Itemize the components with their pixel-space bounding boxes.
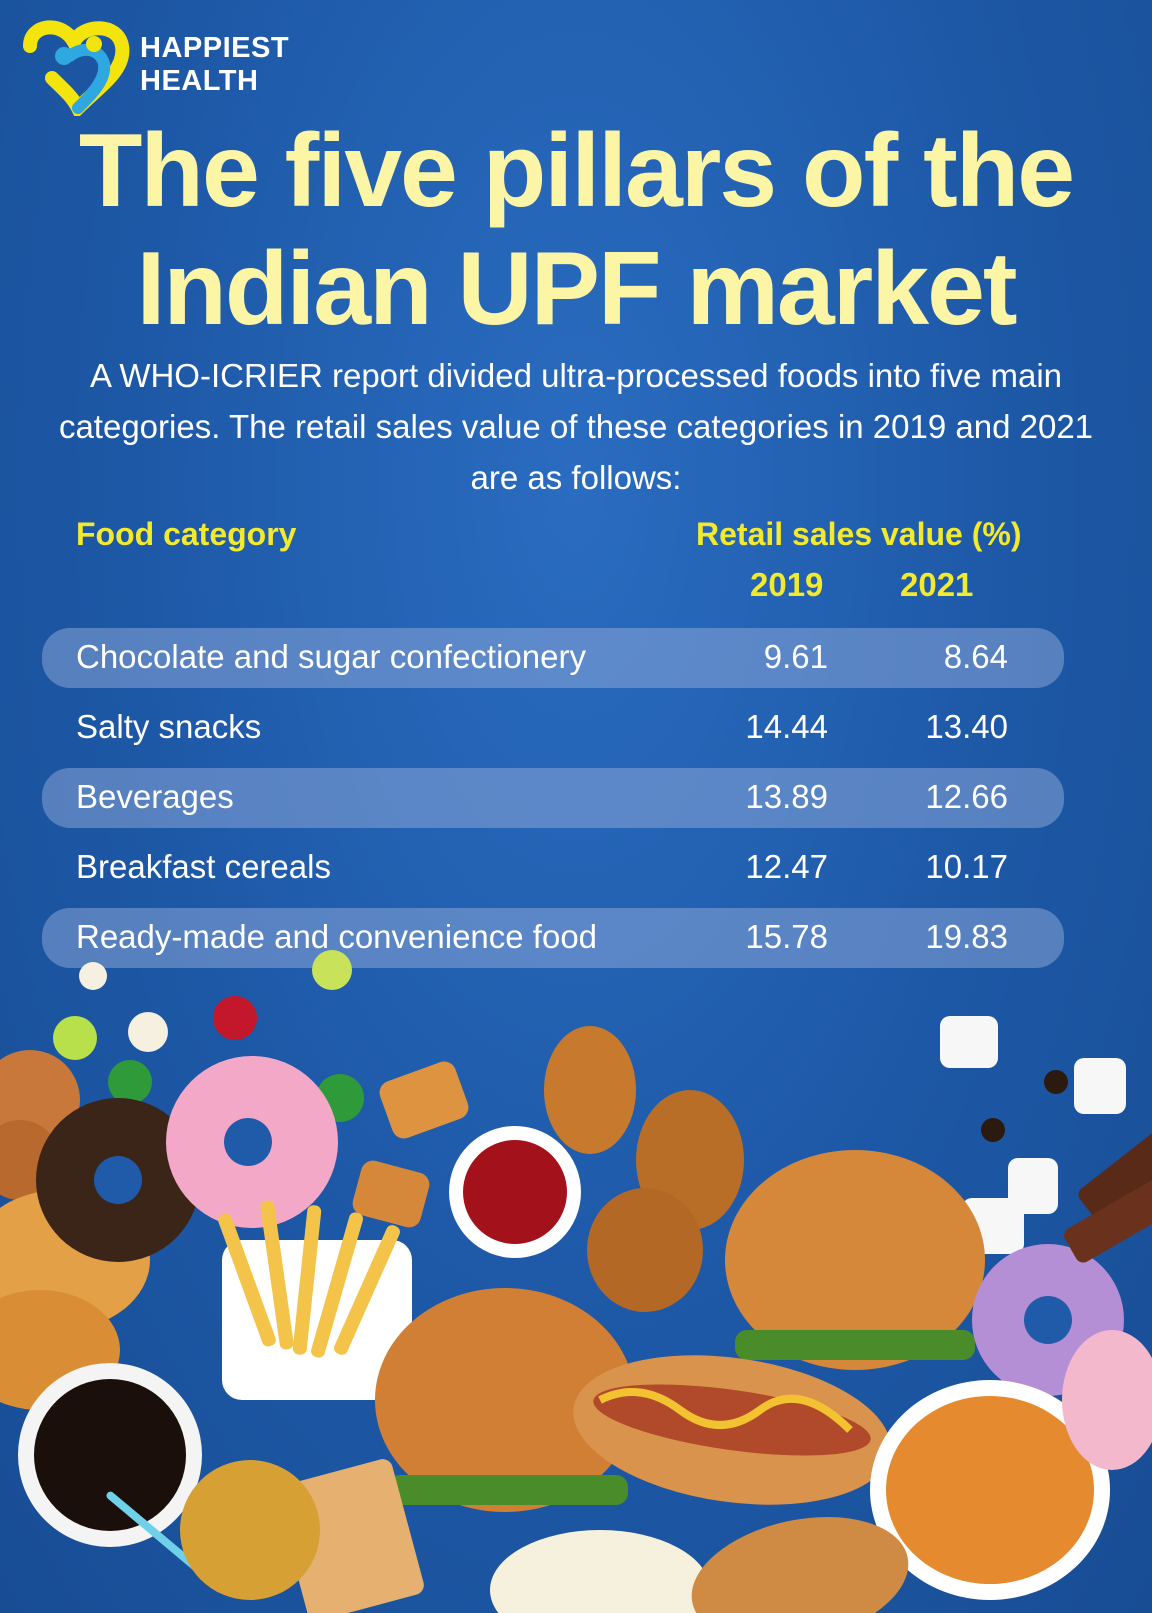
pink-donut-icon	[1062, 1330, 1152, 1470]
chips-icon	[180, 1460, 320, 1600]
junk-food-illustration	[0, 950, 1152, 1613]
marshmallow-icon	[1074, 1058, 1126, 1114]
brand-line-1: HAPPIEST	[140, 32, 290, 64]
row-category: Salty snacks	[76, 708, 262, 745]
column-header-category: Food category	[76, 516, 297, 552]
chocolate-bar-icon	[1078, 1098, 1152, 1220]
column-header-year-2019: 2019	[750, 566, 824, 603]
hot-dog-icon	[691, 1517, 909, 1613]
row-category: Beverages	[76, 778, 234, 815]
happiest-health-logo: HAPPIEST HEALTH	[22, 16, 312, 116]
title-line-1: The five pillars of the	[78, 113, 1075, 229]
chocolate-bar-icon	[1064, 1155, 1152, 1263]
popcorn-bowl-icon	[490, 1530, 710, 1613]
burger-icon	[725, 1150, 985, 1370]
table-row: Breakfast cereals 12.47 10.17	[42, 838, 1064, 898]
gummy-candy-icon	[213, 996, 257, 1040]
fried-chicken-icon	[544, 1026, 636, 1154]
popcorn-icon	[79, 962, 107, 990]
chocolate-ball-icon	[1044, 1070, 1068, 1094]
brand-name: HAPPIEST HEALTH	[140, 32, 289, 98]
straw-icon	[106, 1491, 201, 1572]
row-value-2021: 19.83	[925, 918, 1008, 955]
row-category: Ready-made and convenience food	[76, 918, 598, 955]
row-value-2019: 9.61	[763, 638, 828, 675]
gummy-candy-icon	[108, 1060, 152, 1104]
gummy-candy-icon	[312, 950, 352, 990]
row-value-2019: 15.78	[745, 918, 828, 955]
row-value-2019: 14.44	[745, 708, 828, 745]
fried-chicken-icon	[587, 1188, 703, 1312]
page-title: The five pillars of the Indian UPF marke…	[0, 112, 1152, 348]
column-header-value: Retail sales value (%)	[696, 516, 1022, 552]
table-row: Ready-made and convenience food 15.78 19…	[42, 908, 1064, 968]
subtitle: A WHO-ICRIER report divided ultra-proces…	[58, 357, 1094, 496]
chips-icon	[352, 1160, 430, 1228]
chips-icon	[379, 1061, 469, 1139]
heart-person-icon	[23, 20, 130, 116]
marshmallow-icon	[940, 1016, 998, 1068]
table-row: Salty snacks 14.44 13.40	[42, 698, 1064, 758]
waffle-cone-icon	[276, 1459, 424, 1613]
gummy-candy-icon	[53, 1016, 97, 1060]
row-value-2019: 13.89	[745, 778, 828, 815]
marshmallow-icon	[1008, 1158, 1058, 1214]
row-value-2021: 12.66	[925, 778, 1008, 815]
burger-icon	[375, 1288, 635, 1512]
row-value-2021: 8.64	[943, 638, 1008, 675]
column-header-year-2021: 2021	[900, 566, 974, 603]
popcorn-icon	[128, 1012, 168, 1052]
row-value-2021: 13.40	[925, 708, 1008, 745]
chocolate-ball-icon	[981, 1118, 1005, 1142]
brand-line-2: HEALTH	[140, 65, 259, 97]
title-line-2: Indian UPF market	[136, 231, 1017, 347]
table-row: Beverages 13.89 12.66	[42, 768, 1064, 828]
table-row: Chocolate and sugar confectionery 9.61 8…	[42, 628, 1064, 688]
row-category: Breakfast cereals	[76, 848, 331, 885]
row-value-2021: 10.17	[925, 848, 1008, 885]
row-category: Chocolate and sugar confectionery	[76, 638, 586, 675]
row-value-2019: 12.47	[745, 848, 828, 885]
